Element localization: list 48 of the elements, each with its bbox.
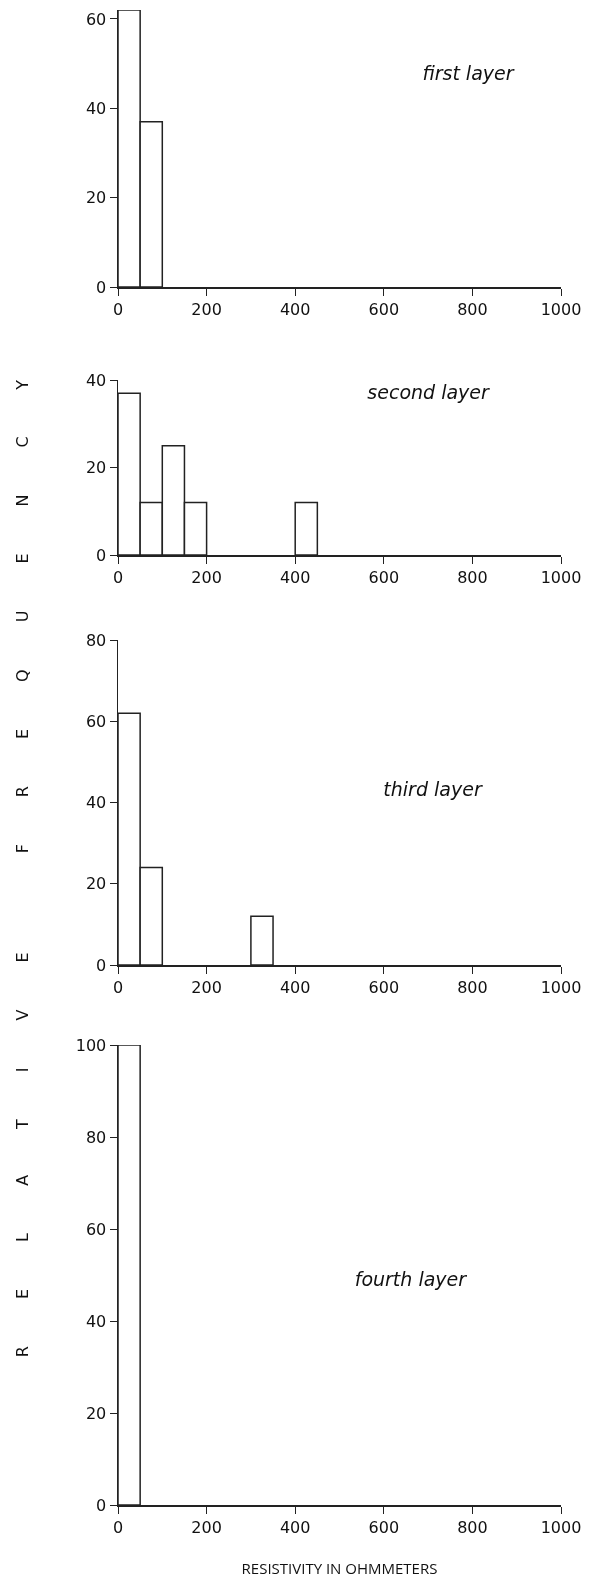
y-tick-label: 0 xyxy=(96,545,107,565)
y-tick-label: 0 xyxy=(96,955,107,975)
x-tick-label: 200 xyxy=(191,1517,222,1537)
text: first layer xyxy=(422,62,515,85)
y-tick-label: 0 xyxy=(96,277,107,297)
x-tick-label: 400 xyxy=(279,567,311,587)
x-tick-label: 200 xyxy=(191,567,222,587)
y-tick-label: 80 xyxy=(85,630,107,650)
x-tick-label: 0 xyxy=(112,567,124,587)
x-tick-label: 1000 xyxy=(540,1517,582,1537)
x-tick-label: 600 xyxy=(368,1517,400,1537)
x-tick-label: 0 xyxy=(112,1517,124,1537)
y-tick-label: 60 xyxy=(85,711,107,731)
chart-title: second layer xyxy=(367,380,491,403)
x-tick-label: 800 xyxy=(457,299,488,319)
y-tick-label: 0 xyxy=(96,1495,107,1515)
x-tick-label: 600 xyxy=(368,567,400,587)
y-tick-label: 60 xyxy=(85,1219,107,1239)
y-tick-label: 40 xyxy=(85,793,107,813)
y-tick-label: 40 xyxy=(85,1311,107,1331)
y-tick-label: 20 xyxy=(85,458,107,478)
x-tick-label: 200 xyxy=(191,299,222,319)
x-tick-label: 600 xyxy=(368,977,400,997)
y-tick-label: 60 xyxy=(85,9,107,29)
x-axis-title: RESISTIVITY IN OHMMETERS xyxy=(241,1558,438,1579)
x-tick-label: 800 xyxy=(457,1517,488,1537)
x-tick-label: 800 xyxy=(457,977,488,997)
x-tick-label: 1000 xyxy=(540,299,582,319)
y-tick-label: 40 xyxy=(85,98,107,118)
y-tick-label: 20 xyxy=(85,874,107,894)
x-tick-label: 1000 xyxy=(540,977,582,997)
x-tick-label: 600 xyxy=(368,299,400,319)
y-tick-label: 100 xyxy=(75,1035,107,1055)
text: third layer xyxy=(383,778,483,801)
x-tick-label: 0 xyxy=(112,977,124,997)
x-tick-label: 400 xyxy=(279,977,311,997)
x-tick-label: 1000 xyxy=(540,567,582,587)
x-tick-label: 400 xyxy=(279,1517,311,1537)
text: fourth layer xyxy=(354,1268,468,1291)
y-tick-label: 80 xyxy=(85,1127,107,1147)
y-tick-label: 20 xyxy=(85,188,107,208)
x-tick-label: 200 xyxy=(191,977,222,997)
y-axis-title: RELATIVE FREQUENCY xyxy=(13,331,33,1360)
y-tick-label: 20 xyxy=(85,1403,107,1423)
x-tick-label: 400 xyxy=(279,299,311,319)
y-tick-label: 40 xyxy=(85,370,107,390)
x-tick-label: 800 xyxy=(457,567,488,587)
x-tick-label: 0 xyxy=(112,299,124,319)
